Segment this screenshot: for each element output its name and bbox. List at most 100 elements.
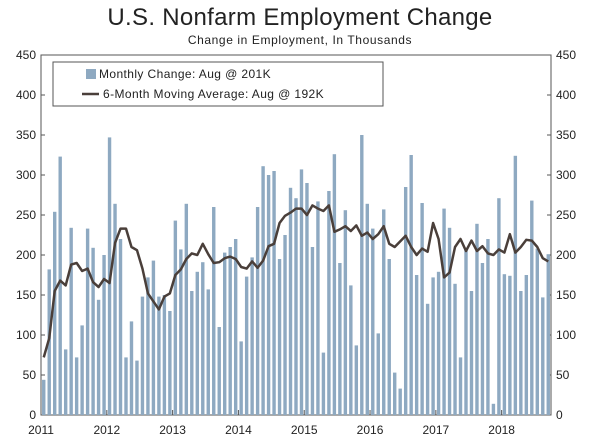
bar xyxy=(475,223,479,415)
x-tick-label: 2018 xyxy=(488,423,515,437)
y-tick-label-left: 150 xyxy=(16,288,36,302)
bar xyxy=(360,135,364,415)
bar xyxy=(283,235,287,415)
bar xyxy=(365,203,369,415)
bar xyxy=(338,263,342,415)
bar xyxy=(332,154,337,415)
bar xyxy=(42,379,46,415)
chart-subtitle: Change in Employment, In Thousands xyxy=(187,33,413,47)
x-tick-label: 2014 xyxy=(225,423,252,437)
x-tick-label: 2015 xyxy=(291,423,318,437)
y-tick-label-left: 250 xyxy=(16,208,36,222)
y-tick-label-left: 450 xyxy=(16,48,36,62)
bar xyxy=(217,327,221,415)
bar xyxy=(239,341,243,415)
bar xyxy=(458,357,463,415)
legend: Monthly Change: Aug @ 201K 6-Month Movin… xyxy=(52,61,384,107)
bar xyxy=(486,239,490,415)
y-axis-right: 0 50 100 150 200 250 300 350 400 450 xyxy=(556,48,576,422)
legend-bar-label: Monthly Change: Aug @ 201K xyxy=(99,67,271,81)
bar xyxy=(179,249,183,415)
bar xyxy=(464,247,468,415)
bar xyxy=(354,345,359,415)
bar xyxy=(393,372,397,415)
chart-title: U.S. Nonfarm Employment Change xyxy=(107,4,493,31)
bar xyxy=(535,248,539,415)
bar xyxy=(266,175,271,415)
bar xyxy=(387,259,391,415)
bar xyxy=(502,274,507,415)
bar xyxy=(453,283,457,415)
x-tick-label: 2016 xyxy=(357,423,384,437)
bar xyxy=(343,210,348,415)
x-axis: 2011 2012 2013 2014 2015 2016 2017 2018 xyxy=(28,423,515,437)
bar xyxy=(63,349,68,415)
x-tick-label: 2013 xyxy=(159,423,186,437)
bar xyxy=(321,352,326,415)
bar xyxy=(447,227,452,415)
bar xyxy=(524,275,529,415)
bar xyxy=(140,296,145,415)
moving-average-line xyxy=(42,204,549,358)
y-tick-label-right: 0 xyxy=(556,408,563,422)
bar xyxy=(146,277,150,415)
bar xyxy=(53,211,57,415)
bar xyxy=(436,271,441,415)
bar xyxy=(244,276,249,415)
y-tick-label-left: 350 xyxy=(16,128,36,142)
bar xyxy=(480,263,485,415)
y-tick-label-left: 200 xyxy=(16,248,36,262)
bar xyxy=(157,296,161,415)
bar xyxy=(382,209,386,415)
bar xyxy=(255,207,260,415)
bar xyxy=(69,227,73,415)
y-axis-left: 0 50 100 150 200 250 300 350 400 450 xyxy=(16,48,36,422)
bar xyxy=(398,388,402,415)
line-series xyxy=(42,204,549,358)
bar xyxy=(91,247,95,415)
legend-line-label: 6-Month Moving Average: Aug @ 192K xyxy=(103,87,324,101)
bar xyxy=(546,254,550,415)
bar xyxy=(327,191,331,415)
axis-ticks xyxy=(40,54,551,416)
bar xyxy=(190,291,194,415)
bar xyxy=(409,155,413,415)
bar xyxy=(80,325,84,415)
bar xyxy=(299,169,304,415)
y-tick-label-right: 100 xyxy=(556,328,576,342)
y-tick-label-right: 250 xyxy=(556,208,576,222)
bar xyxy=(212,207,216,415)
bar xyxy=(530,200,534,415)
bar xyxy=(305,183,309,415)
x-tick-label: 2011 xyxy=(28,423,54,437)
bar xyxy=(272,171,276,415)
bar xyxy=(288,187,293,415)
bar xyxy=(508,275,512,415)
bar xyxy=(420,203,424,415)
y-tick-label-right: 400 xyxy=(556,88,576,102)
bar xyxy=(541,297,545,415)
bar xyxy=(85,228,90,415)
bar xyxy=(513,155,518,416)
bar xyxy=(376,333,380,415)
bar xyxy=(129,321,134,415)
x-tick-label: 2012 xyxy=(93,423,120,437)
bar xyxy=(58,156,62,415)
bar-series xyxy=(42,135,550,416)
bar xyxy=(469,291,474,415)
bar xyxy=(250,257,254,415)
bar xyxy=(233,239,238,415)
bar xyxy=(151,260,156,415)
bar xyxy=(102,255,106,415)
bar xyxy=(497,198,501,415)
bar xyxy=(316,201,320,415)
bar xyxy=(519,291,523,415)
y-tick-label-left: 300 xyxy=(16,168,36,182)
y-tick-label-left: 100 xyxy=(16,328,36,342)
bar xyxy=(425,303,430,415)
bar xyxy=(491,403,496,415)
bar xyxy=(228,247,232,415)
bar xyxy=(195,271,199,415)
y-tick-label-right: 50 xyxy=(556,368,570,382)
